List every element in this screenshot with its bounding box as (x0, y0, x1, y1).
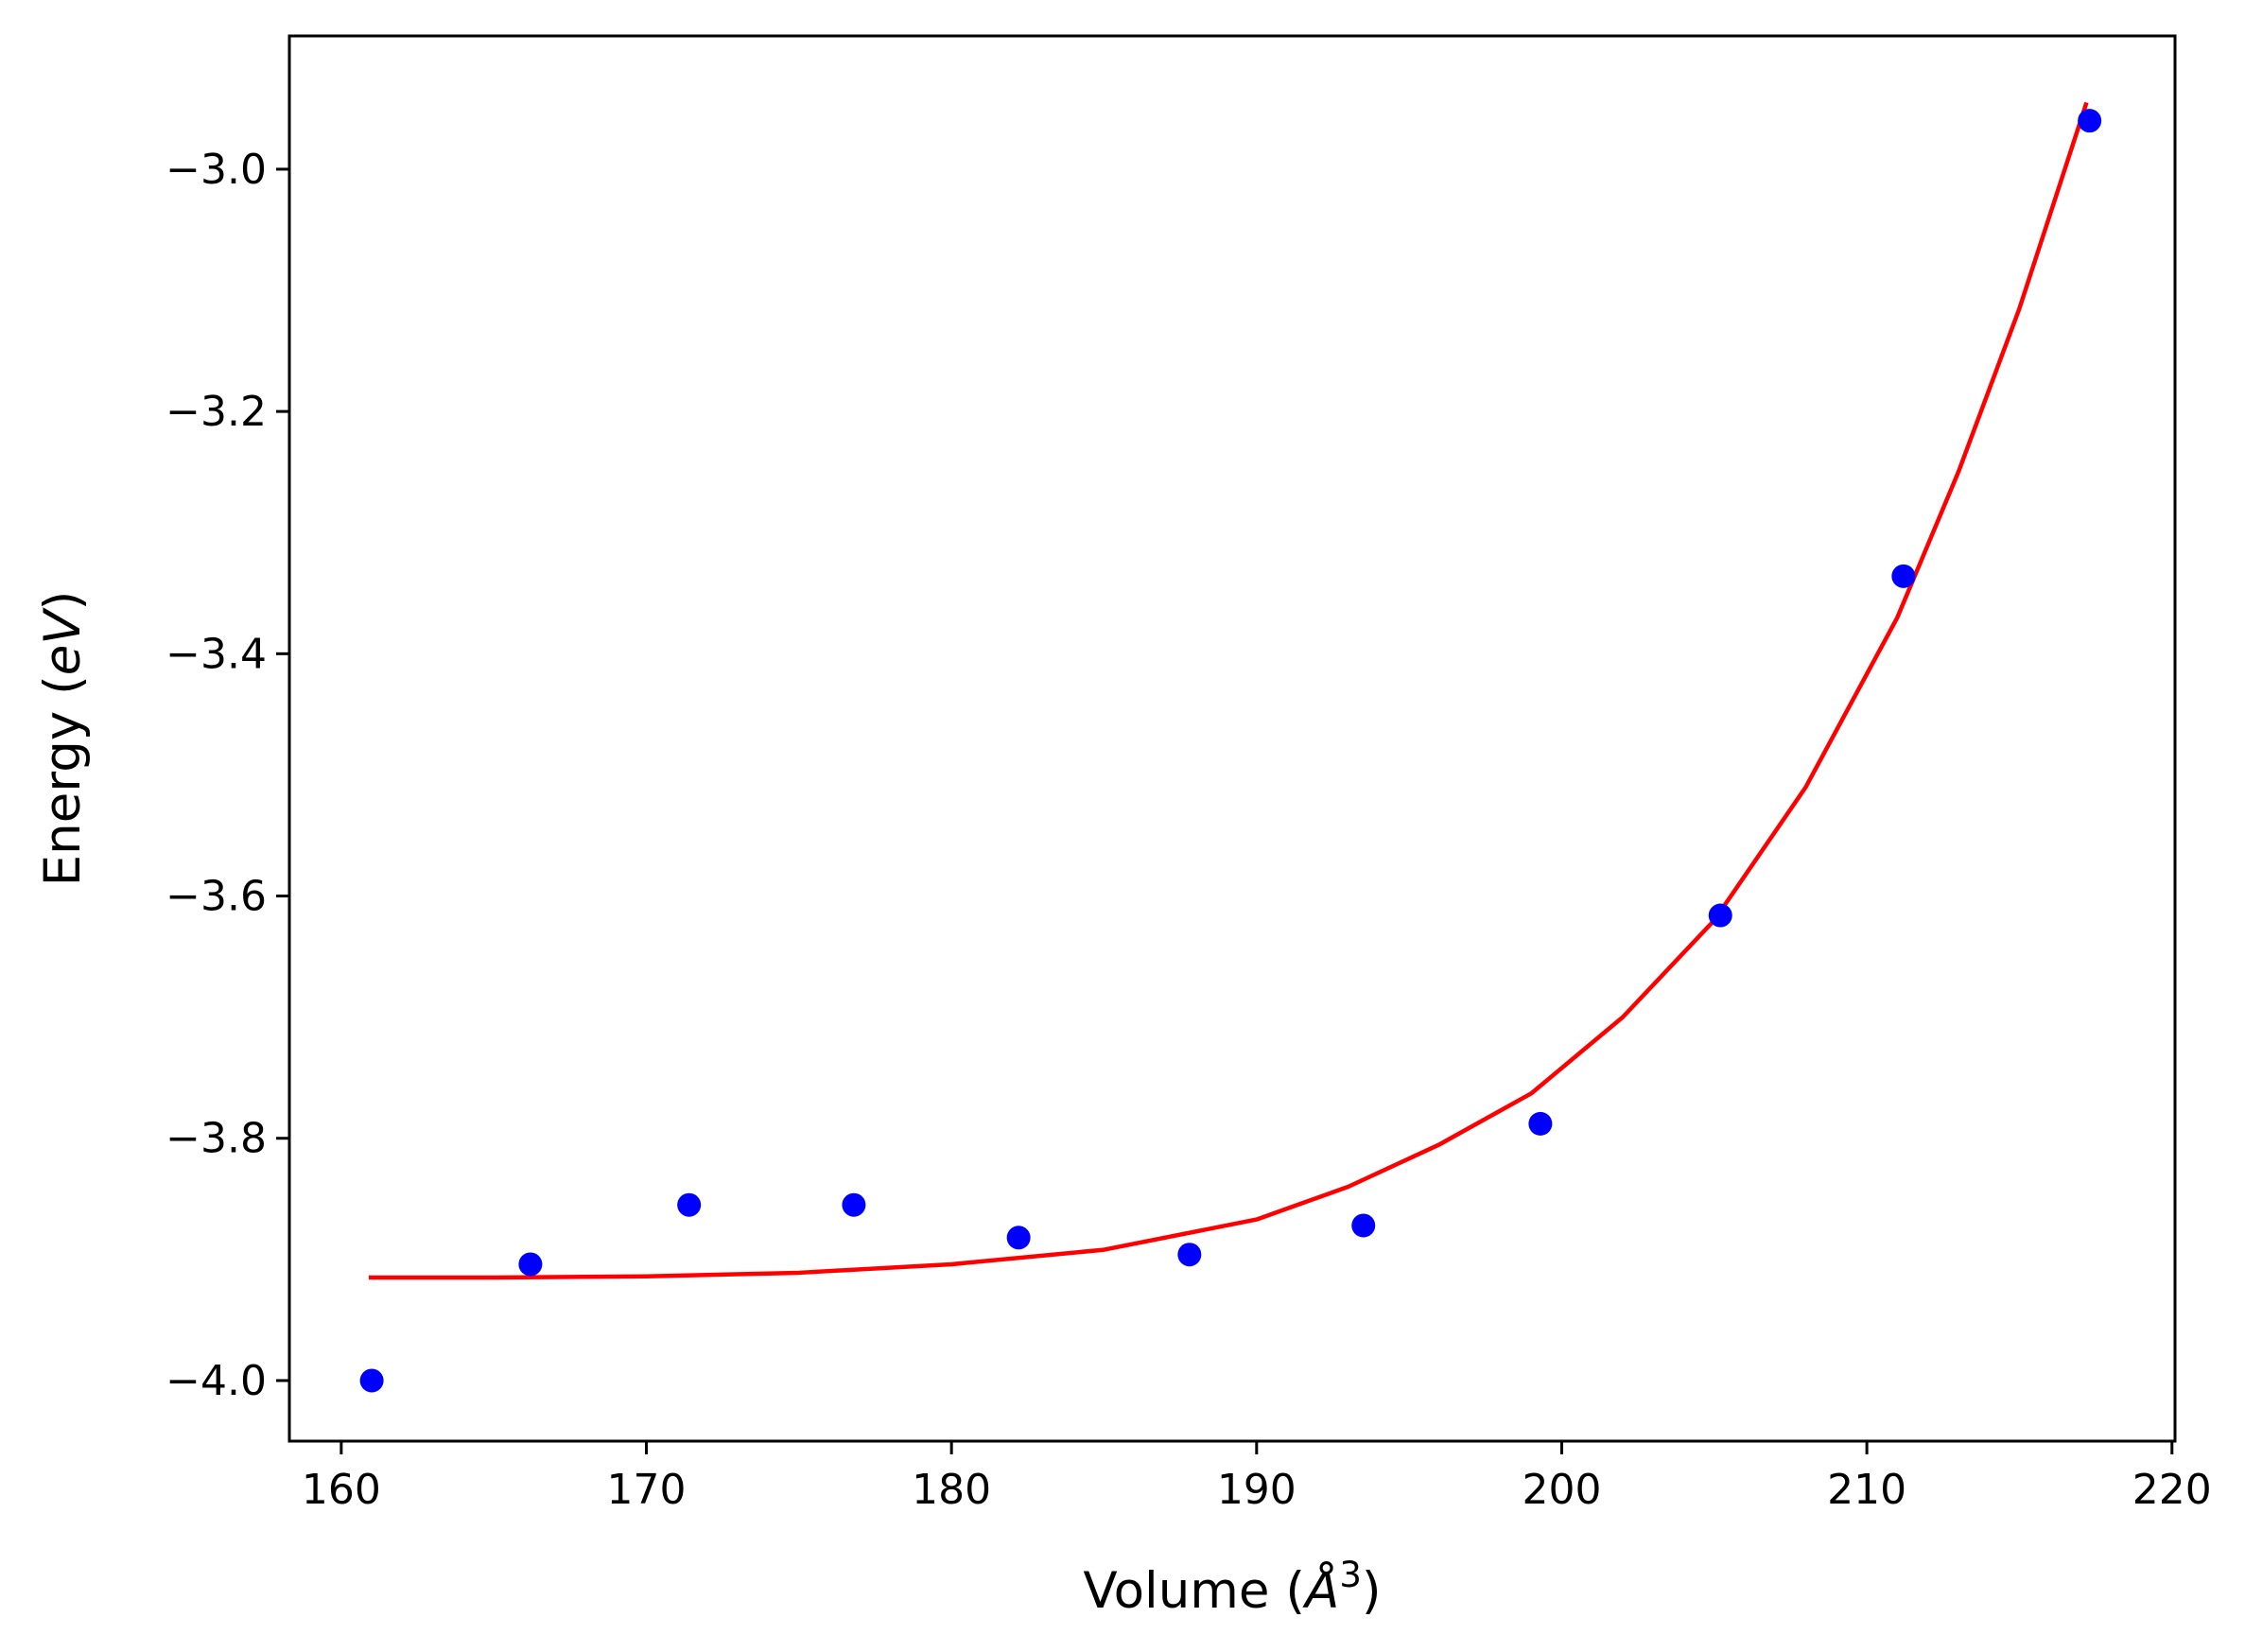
y-axis-label-prefix: Energy ( (34, 675, 92, 886)
plot-frame (287, 34, 2177, 1443)
x-axis-label-suffix: ) (1362, 1562, 1382, 1620)
x-tick-label: 200 (1522, 1466, 1601, 1514)
data-point (518, 1252, 543, 1277)
x-tick-label: 210 (1827, 1466, 1906, 1514)
y-tick-label: −3.2 (165, 388, 267, 436)
data-point (1177, 1243, 1202, 1267)
data-point (1006, 1226, 1031, 1250)
axis-ticks: 160 170 180 190 200 210 220 −4.0 −3.8 −3.6 −3.4 −3.… (165, 146, 2212, 1514)
y-tick-label: −4.0 (165, 1357, 267, 1405)
data-point (1351, 1213, 1376, 1238)
x-tick-label: 160 (302, 1466, 381, 1514)
data-point (359, 1368, 384, 1393)
x-axis-label: Volume (Å3) (1083, 1555, 1381, 1620)
data-point (1708, 903, 1732, 928)
x-tick-label: 170 (607, 1466, 687, 1514)
x-tick-label: 220 (2132, 1466, 2212, 1514)
x-tick-label: 190 (1217, 1466, 1297, 1514)
data-point (1528, 1111, 1553, 1136)
y-axis-label-suffix: ) (34, 591, 92, 611)
y-tick-label: −3.4 (165, 630, 267, 678)
data-point (677, 1192, 702, 1217)
fit-line (368, 101, 2089, 1280)
x-axis-label-prefix: Volume ( (1083, 1562, 1305, 1620)
y-tick-label: −3.6 (165, 873, 267, 921)
plot-area (359, 101, 2102, 1393)
data-point (2078, 109, 2102, 133)
y-tick-label: −3.8 (165, 1115, 267, 1163)
x-axis-label-superscript: 3 (1339, 1555, 1362, 1595)
x-tick-label: 180 (912, 1466, 991, 1514)
y-axis-label-unit: eV (34, 607, 92, 676)
y-axis-label: Energy (eV) (34, 591, 92, 887)
data-point (1891, 564, 1916, 588)
x-axis-label-symbol: Å (1302, 1559, 1339, 1620)
y-tick-label: −3.0 (165, 146, 267, 194)
data-point (842, 1192, 866, 1217)
